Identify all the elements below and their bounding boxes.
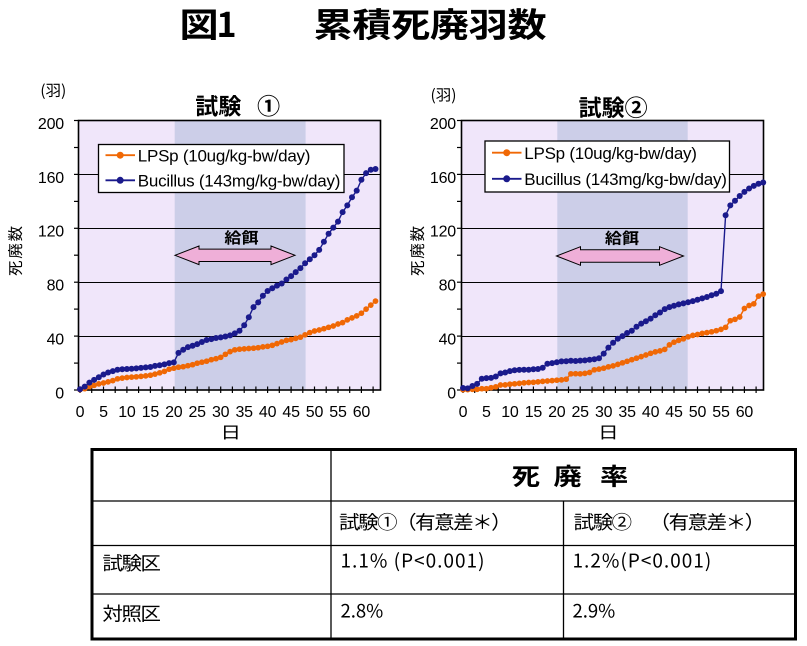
svg-text:Bucillus (143mg/kg-bw/day): Bucillus (143mg/kg-bw/day): [524, 170, 726, 189]
svg-text:40: 40: [47, 332, 65, 349]
svg-text:LPSp (10ug/kg-bw/day): LPSp (10ug/kg-bw/day): [524, 144, 696, 163]
svg-text:80: 80: [47, 278, 65, 295]
svg-text:20: 20: [165, 404, 183, 421]
svg-text:0: 0: [55, 385, 64, 402]
svg-text:20: 20: [548, 404, 566, 421]
svg-text:35: 35: [235, 404, 253, 421]
svg-text:120: 120: [38, 224, 64, 241]
svg-text:15: 15: [142, 404, 160, 421]
svg-text:40: 40: [642, 404, 660, 421]
svg-text:45: 45: [282, 404, 300, 421]
svg-text:55: 55: [712, 404, 730, 421]
svg-text:80: 80: [439, 278, 457, 295]
svg-text:0: 0: [76, 404, 85, 421]
svg-text:0: 0: [447, 385, 456, 402]
svg-text:200: 200: [430, 116, 456, 133]
svg-text:200: 200: [38, 116, 64, 133]
svg-text:10: 10: [501, 404, 519, 421]
svg-text:60: 60: [353, 404, 371, 421]
svg-text:40: 40: [259, 404, 277, 421]
svg-text:60: 60: [736, 404, 754, 421]
svg-text:5: 5: [99, 404, 108, 421]
svg-text:30: 30: [212, 404, 230, 421]
svg-text:50: 50: [689, 404, 707, 421]
svg-text:Bucillus (143mg/kg-bw/day): Bucillus (143mg/kg-bw/day): [138, 172, 340, 191]
svg-text:40: 40: [439, 332, 457, 349]
svg-text:120: 120: [430, 224, 456, 241]
svg-text:35: 35: [618, 404, 636, 421]
svg-text:15: 15: [525, 404, 543, 421]
svg-text:25: 25: [188, 404, 206, 421]
svg-text:55: 55: [329, 404, 347, 421]
svg-text:50: 50: [306, 404, 324, 421]
svg-text:25: 25: [571, 404, 589, 421]
svg-text:10: 10: [118, 404, 136, 421]
svg-text:5: 5: [482, 404, 491, 421]
svg-text:LPSp (10ug/kg-bw/day): LPSp (10ug/kg-bw/day): [138, 147, 310, 166]
svg-text:160: 160: [430, 170, 456, 187]
svg-text:160: 160: [38, 170, 64, 187]
svg-text:30: 30: [595, 404, 613, 421]
svg-text:45: 45: [665, 404, 683, 421]
svg-text:0: 0: [459, 404, 468, 421]
